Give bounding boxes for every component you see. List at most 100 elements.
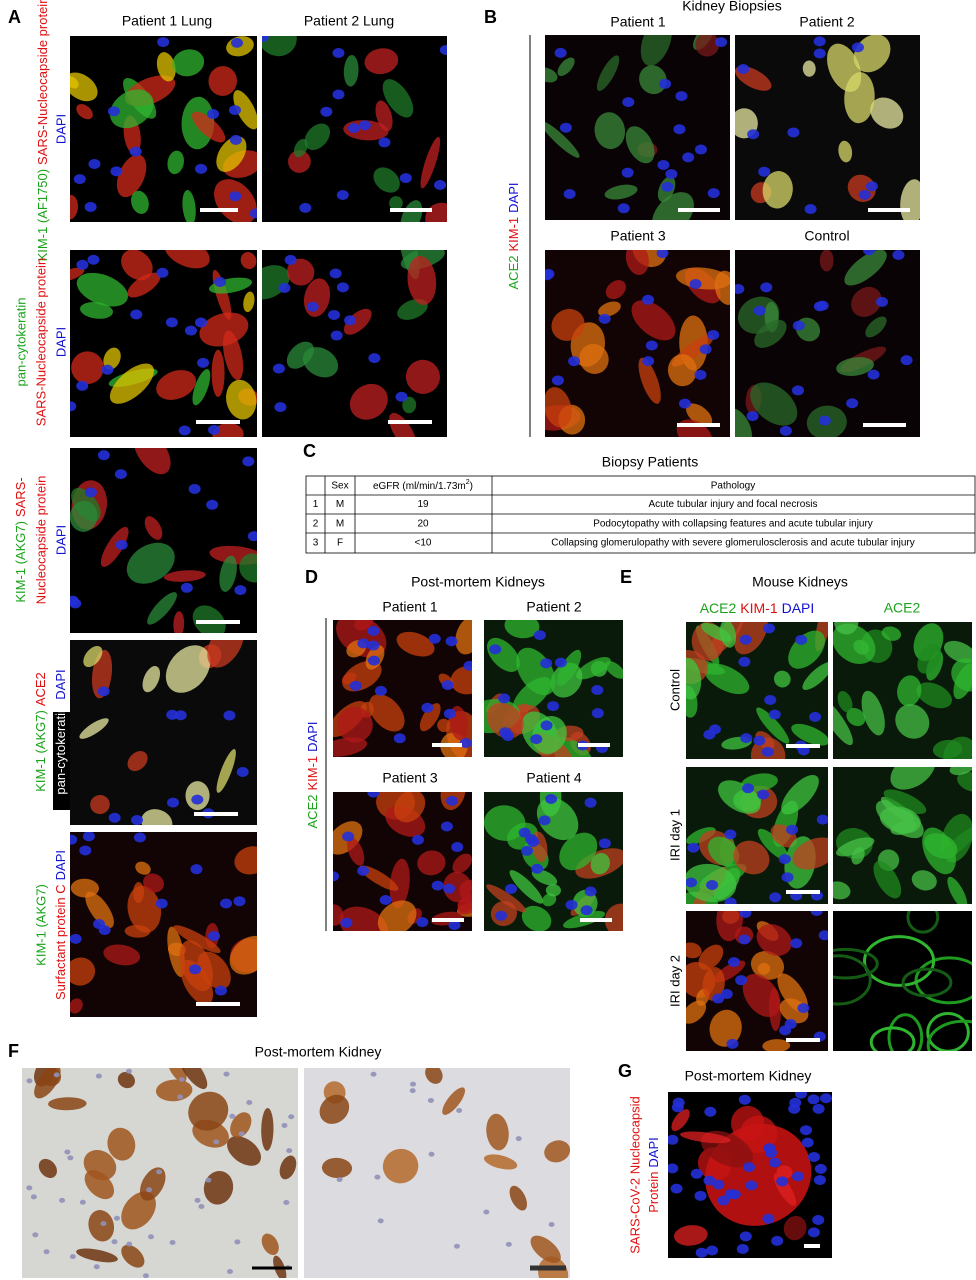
nucleus: [43, 1249, 50, 1255]
tissue: [865, 316, 887, 338]
tissue: [173, 611, 185, 633]
nucleus: [378, 137, 391, 148]
nucleus: [762, 1213, 775, 1224]
stain-label: pan-cytokeratin DAPI: [53, 669, 68, 794]
tissue: [709, 1009, 742, 1047]
tissue: [917, 643, 942, 674]
nucleus: [810, 911, 823, 917]
nucleus: [76, 380, 89, 391]
nucleus: [724, 1189, 737, 1200]
tissue: [545, 120, 580, 158]
table-cell: 1: [313, 499, 319, 510]
tissue: [833, 881, 851, 900]
nucleus: [246, 1100, 253, 1106]
tissue: [214, 179, 257, 222]
stain-label: ACE2 KIM-1 DAPI: [305, 722, 320, 829]
nucleus: [682, 152, 695, 163]
nucleus: [735, 283, 745, 294]
nucleus: [533, 630, 546, 641]
column-header: Patient 2 Lung: [304, 13, 394, 29]
stain: pan-cytokeratin: [13, 298, 28, 387]
nucleus: [213, 1139, 220, 1145]
label-background: [53, 712, 70, 810]
nucleus: [79, 1199, 86, 1205]
tissue: [719, 622, 737, 648]
nucleus: [813, 36, 826, 47]
tissue: [178, 1068, 208, 1090]
nucleus: [272, 363, 285, 374]
tissue: [604, 903, 623, 931]
nucleus: [69, 1254, 76, 1260]
nucleus: [336, 190, 349, 201]
nucleus: [463, 660, 472, 671]
tissue: [576, 657, 611, 680]
nucleus: [738, 934, 751, 945]
nucleus: [459, 738, 472, 749]
tissue: [605, 280, 626, 300]
tissue: [188, 1091, 229, 1131]
stain: DAPI: [53, 669, 68, 699]
nucleus: [807, 1151, 820, 1162]
tissue: [144, 516, 163, 540]
panel-label: E: [620, 567, 632, 587]
nucleus: [368, 353, 381, 364]
nucleus: [207, 109, 220, 120]
tissue: [127, 272, 161, 298]
stain: KIM-1: [740, 600, 778, 616]
nucleus: [584, 797, 597, 808]
nucleus: [178, 1077, 185, 1083]
nucleus: [862, 250, 875, 256]
nucleus: [206, 499, 219, 510]
nucleus: [746, 411, 759, 422]
tissue: [651, 192, 694, 220]
nucleus: [286, 1148, 293, 1154]
panel-label: C: [303, 441, 316, 461]
nucleus: [694, 144, 707, 155]
nucleus: [865, 181, 878, 192]
row-label: Control: [667, 669, 682, 711]
tissue: [707, 836, 740, 867]
stain: DAPI: [506, 183, 521, 213]
texture: [668, 1092, 832, 1258]
tissue: [605, 661, 623, 679]
nucleus: [133, 832, 146, 843]
tissue: [686, 1000, 707, 1024]
nucleus: [357, 865, 370, 876]
nucleus: [188, 483, 201, 494]
nucleus: [238, 1131, 245, 1137]
tissue: [640, 35, 672, 66]
nucleus: [707, 188, 720, 199]
tissue: [881, 626, 902, 641]
nucleus: [340, 917, 353, 928]
tissue: [364, 48, 399, 75]
nucleus: [813, 48, 826, 59]
tissue: [484, 805, 526, 841]
table-cell: <10: [415, 538, 432, 549]
stain: Nucleocapside protein: [33, 476, 48, 605]
tubule: [869, 1026, 916, 1051]
tissue: [103, 347, 121, 370]
tissue: [457, 898, 472, 913]
column-header: Patient 2: [799, 14, 854, 30]
tissue: [191, 111, 226, 143]
tissue: [164, 250, 210, 269]
nucleus: [299, 202, 312, 213]
tissue: [212, 422, 244, 437]
nucleus: [724, 897, 737, 904]
tissue: [347, 837, 365, 866]
tissue: [835, 837, 875, 857]
nucleus: [416, 917, 429, 928]
nucleus: [95, 1073, 102, 1079]
nucleus: [717, 1195, 730, 1206]
texture: [70, 250, 257, 437]
nucleus: [64, 1149, 71, 1155]
table-cell: Podocytopathy with collapsing features a…: [593, 518, 873, 529]
nucleus: [367, 655, 380, 666]
nucleus: [357, 638, 370, 649]
tissue: [631, 300, 676, 341]
nucleus: [97, 450, 110, 461]
tissue: [76, 104, 93, 120]
nucleus: [445, 636, 458, 647]
tissue: [131, 190, 149, 214]
nucleus: [230, 37, 243, 48]
